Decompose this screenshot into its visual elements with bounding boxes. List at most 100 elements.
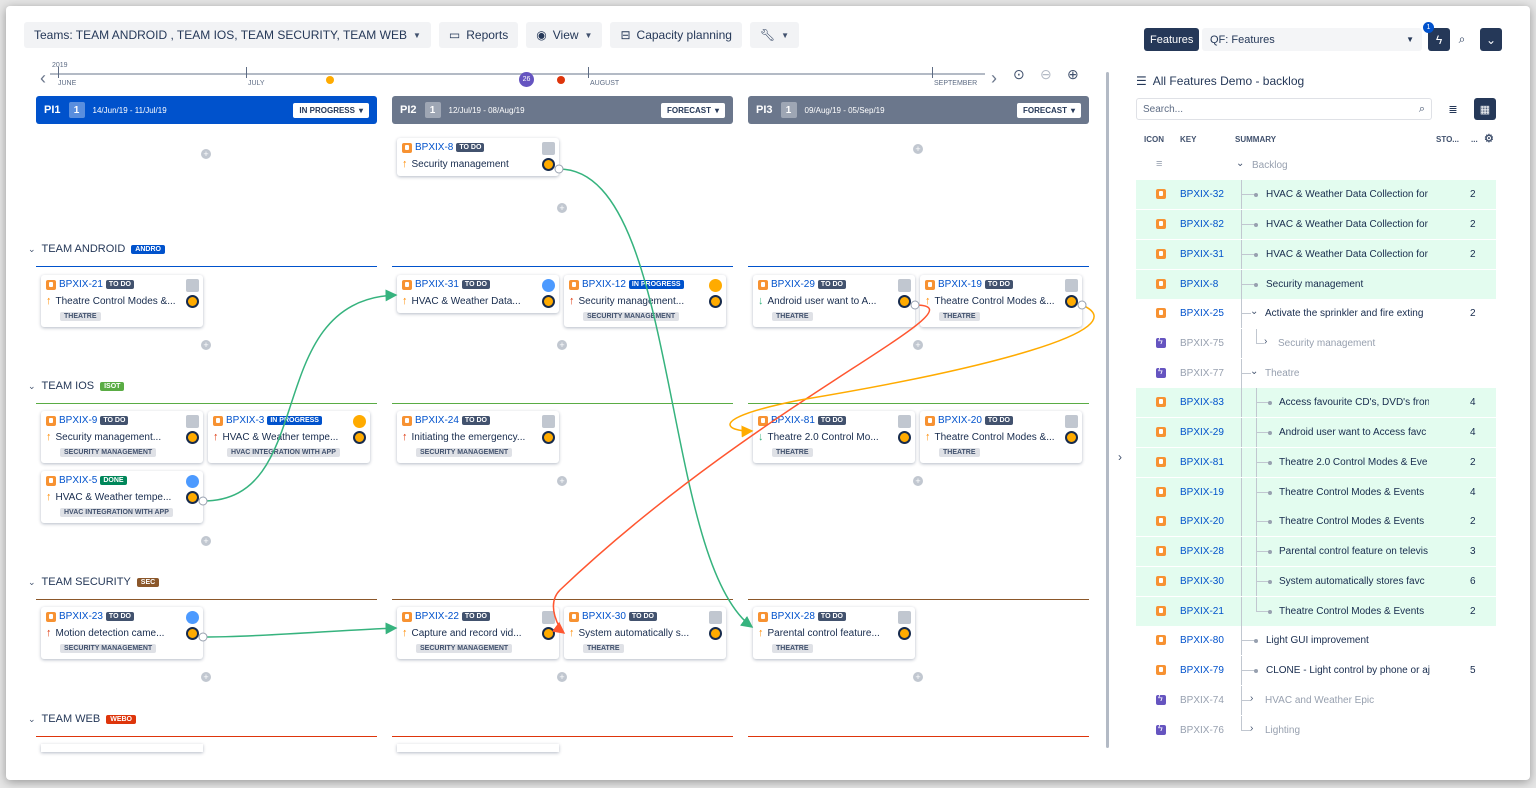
row-key[interactable]: BPXIX-8 xyxy=(1180,279,1219,290)
lightning-button[interactable]: ϟ xyxy=(1428,28,1450,51)
add-card-icon[interactable]: + xyxy=(557,672,567,682)
card-key[interactable]: BPXIX-5 xyxy=(59,475,98,486)
backlog-row[interactable]: BPXIX-76 › Lighting xyxy=(1136,716,1496,745)
feature-card[interactable]: BPXIX-20 TO DO ↑ Theatre Control Modes &..… xyxy=(920,411,1082,463)
row-key[interactable]: BPXIX-29 xyxy=(1180,427,1224,438)
card-key[interactable]: BPXIX-12 xyxy=(582,279,626,290)
expand-panel-icon[interactable]: › xyxy=(1118,450,1122,464)
pi-header-pi2[interactable]: PI2 1 12/Jul/19 - 08/Aug/19 FORECAST ▾ xyxy=(392,96,733,124)
card-key[interactable]: BPXIX-81 xyxy=(771,415,815,426)
card-key[interactable]: BPXIX-9 xyxy=(59,415,98,426)
today-marker[interactable]: 26 xyxy=(519,72,534,87)
backlog-row[interactable]: BPXIX-80 Light GUI improvement xyxy=(1136,626,1496,655)
chevron-down-icon[interactable]: ⌄ xyxy=(1250,306,1259,317)
feature-card[interactable]: BPXIX-28 TO DO ↑ Parental control feature.… xyxy=(753,607,915,659)
card-key[interactable]: BPXIX-20 xyxy=(938,415,982,426)
backlog-row[interactable]: BPXIX-8 Security management xyxy=(1136,270,1496,299)
row-key[interactable]: BPXIX-77 xyxy=(1180,368,1224,379)
add-card-icon[interactable]: + xyxy=(557,203,567,213)
backlog-row[interactable]: BPXIX-19 Theatre Control Modes & Events … xyxy=(1136,478,1496,507)
row-key[interactable]: BPXIX-25 xyxy=(1180,308,1224,319)
feature-card[interactable]: BPXIX-23 TO DO ↑ Motion detection came... … xyxy=(41,607,203,659)
column-header-key[interactable]: KEY xyxy=(1180,135,1197,144)
card-key[interactable]: BPXIX-24 xyxy=(415,415,459,426)
add-card-icon[interactable]: + xyxy=(201,149,211,159)
milestone-marker[interactable] xyxy=(326,76,334,84)
chevron-down-icon[interactable]: ⌄ xyxy=(28,713,36,724)
chevron-down-icon[interactable]: ⌄ xyxy=(28,576,36,587)
card-key[interactable]: BPXIX-19 xyxy=(938,279,982,290)
add-card-icon[interactable]: + xyxy=(201,536,211,546)
feature-card-partial[interactable] xyxy=(397,744,559,752)
list-view-button[interactable]: ≣ xyxy=(1442,98,1464,120)
backlog-row[interactable]: BPXIX-21 Theatre Control Modes & Events … xyxy=(1136,597,1496,626)
pi-header-pi3[interactable]: PI3 1 09/Aug/19 - 05/Sep/19 FORECAST ▾ xyxy=(748,96,1089,124)
team-header-android[interactable]: ⌄ TEAM ANDROID ANDRO xyxy=(28,243,165,255)
backlog-row[interactable]: BPXIX-74 › HVAC and Weather Epic xyxy=(1136,686,1496,715)
feature-card[interactable]: BPXIX-21 TO DO ↑ Theatre Control Modes &..… xyxy=(41,275,203,327)
view-button[interactable]: ◉ View ▼ xyxy=(526,22,603,48)
feature-card[interactable]: BPXIX-24 TO DO ↑ Initiating the emergency.… xyxy=(397,411,559,463)
backlog-row[interactable]: BPXIX-82 HVAC & Weather Data Collection … xyxy=(1136,210,1496,239)
chevron-down-icon[interactable]: ⌄ xyxy=(28,380,36,391)
collapse-button[interactable]: ⌄ xyxy=(1480,28,1502,51)
feature-card[interactable]: BPXIX-29 TO DO ↓ Android user want to A...… xyxy=(753,275,915,327)
row-key[interactable]: BPXIX-83 xyxy=(1180,397,1224,408)
chevron-down-icon[interactable]: ⌄ xyxy=(1250,366,1259,377)
team-header-ios[interactable]: ⌄ TEAM IOS ISOT xyxy=(28,380,125,392)
chevron-right-icon[interactable]: › xyxy=(1250,723,1254,734)
column-header-more[interactable]: ... xyxy=(1471,135,1478,144)
pi-status-dropdown[interactable]: FORECAST ▾ xyxy=(1016,102,1081,118)
row-key[interactable]: BPXIX-31 xyxy=(1180,249,1224,260)
card-key[interactable]: BPXIX-3 xyxy=(226,415,265,426)
row-key[interactable]: BPXIX-32 xyxy=(1180,189,1224,200)
chevron-right-icon[interactable]: › xyxy=(1264,336,1268,347)
row-key[interactable]: BPXIX-75 xyxy=(1180,338,1224,349)
feature-card[interactable]: BPXIX-31 TO DO ↑ HVAC & Weather Data... xyxy=(397,275,559,313)
add-card-icon[interactable]: + xyxy=(557,476,567,486)
row-key[interactable]: BPXIX-76 xyxy=(1180,725,1224,736)
row-key[interactable]: BPXIX-21 xyxy=(1180,606,1224,617)
chevron-right-icon[interactable]: › xyxy=(1250,693,1254,704)
row-key[interactable]: BPXIX-82 xyxy=(1180,219,1224,230)
pi-header-pi1[interactable]: PI1 1 14/Jun/19 - 11/Jul/19 IN PROGRESS ▾ xyxy=(36,96,377,124)
zoom-in-icon[interactable]: ⊕ xyxy=(1067,66,1079,82)
card-key[interactable]: BPXIX-31 xyxy=(415,279,459,290)
backlog-row[interactable]: BPXIX-20 Theatre Control Modes & Events … xyxy=(1136,507,1496,536)
card-key[interactable]: BPXIX-22 xyxy=(415,611,459,622)
row-key[interactable]: BPXIX-30 xyxy=(1180,576,1224,587)
feature-card[interactable]: BPXIX-8 TO DO ↑ Security management xyxy=(397,138,559,176)
pi-status-dropdown[interactable]: IN PROGRESS ▾ xyxy=(293,102,369,118)
feature-card[interactable]: BPXIX-22 TO DO ↑ Capture and record vid...… xyxy=(397,607,559,659)
column-header-summary[interactable]: SUMMARY xyxy=(1235,135,1277,144)
settings-gear-icon[interactable]: ⚙ xyxy=(1484,133,1494,145)
add-card-icon[interactable]: + xyxy=(913,672,923,682)
capacity-planning-button[interactable]: ⊟ Capacity planning xyxy=(610,22,742,48)
row-key[interactable]: BPXIX-80 xyxy=(1180,635,1224,646)
timeline-track[interactable] xyxy=(50,73,985,75)
card-key[interactable]: BPXIX-21 xyxy=(59,279,103,290)
row-key[interactable]: BPXIX-28 xyxy=(1180,546,1224,557)
backlog-row[interactable]: BPXIX-77 ⌄ Theatre xyxy=(1136,359,1496,388)
features-button[interactable]: Features xyxy=(1144,28,1200,51)
feature-card[interactable]: BPXIX-9 TO DO ↑ Security management... SEC… xyxy=(41,411,203,463)
timeline-next-icon[interactable]: › xyxy=(991,68,997,88)
row-key[interactable]: BPXIX-81 xyxy=(1180,457,1224,468)
backlog-row[interactable]: BPXIX-81 Theatre 2.0 Control Modes & Eve… xyxy=(1136,448,1496,477)
chevron-down-icon[interactable]: ⌄ xyxy=(1236,158,1245,169)
tools-button[interactable]: 🔧︎ ▼ xyxy=(749,22,800,48)
backlog-row[interactable]: BPXIX-79 CLONE - Light control by phone … xyxy=(1136,656,1496,685)
add-card-icon[interactable]: + xyxy=(557,340,567,350)
backlog-group-row[interactable]: ≡ ⌄ Backlog xyxy=(1136,151,1496,180)
feature-card[interactable]: BPXIX-19 TO DO ↑ Theatre Control Modes &..… xyxy=(920,275,1082,327)
zoom-out-icon[interactable]: ⊖ xyxy=(1040,66,1052,82)
quick-filter-select[interactable]: QF: Features ▼ xyxy=(1202,28,1422,51)
target-icon[interactable]: ⊙ xyxy=(1013,66,1025,82)
backlog-row[interactable]: BPXIX-83 Access favourite CD's, DVD's fr… xyxy=(1136,388,1496,417)
add-card-icon[interactable]: + xyxy=(201,340,211,350)
card-key[interactable]: BPXIX-30 xyxy=(582,611,626,622)
chevron-down-icon[interactable]: ⌄ xyxy=(28,243,36,254)
add-card-icon[interactable]: + xyxy=(201,672,211,682)
column-header-story-points[interactable]: STO... xyxy=(1436,135,1459,144)
row-key[interactable]: BPXIX-74 xyxy=(1180,695,1224,706)
